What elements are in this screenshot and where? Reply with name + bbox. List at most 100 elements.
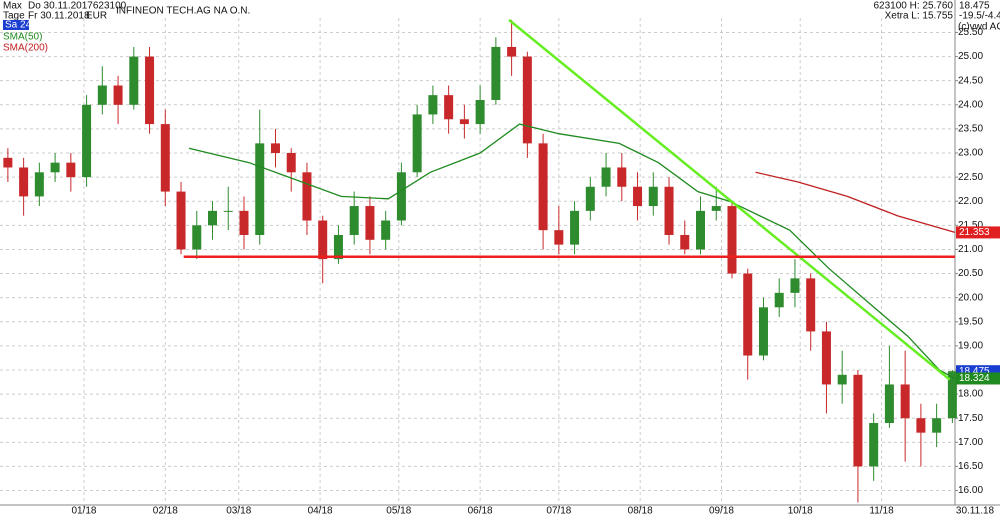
candle-body: [381, 220, 391, 240]
y-tick-label: 18.00: [958, 389, 983, 400]
candle-body: [648, 186, 658, 207]
x-tick-label: 01/18: [71, 506, 96, 517]
y-tick-label: 19.50: [958, 316, 983, 327]
candle-body: [396, 172, 406, 221]
candle-body: [255, 143, 265, 235]
y-tick-label: 20.50: [958, 268, 983, 279]
y-tick-label: 24.00: [958, 99, 983, 110]
candle-body: [806, 278, 816, 332]
candle-body: [900, 384, 910, 419]
candle-body: [475, 99, 485, 125]
trend-line: [508, 18, 951, 381]
sma-line: [755, 171, 956, 234]
candle-body: [696, 210, 706, 250]
x-tick-label: 04/18: [308, 506, 333, 517]
candle-body: [522, 56, 532, 144]
x-tick-label: 07/18: [546, 506, 571, 517]
candle-body: [19, 167, 29, 197]
candle-body: [349, 206, 359, 235]
candle-body: [3, 157, 13, 168]
candle-body: [223, 210, 233, 212]
x-tick-label: 10/18: [788, 506, 813, 517]
y-tick-label: 23.50: [958, 124, 983, 135]
y-tick-label: 20.00: [958, 292, 983, 303]
legend-label: Sa 24: [5, 20, 32, 31]
candle-body: [711, 206, 721, 211]
x-tick-label: 03/18: [226, 506, 251, 517]
candle-body: [837, 374, 847, 385]
x-tick-label: 05/18: [386, 506, 411, 517]
header-name: INFINEON TECH.AG NA O.N.: [116, 6, 250, 17]
candle-body: [790, 278, 800, 293]
candle-body: [932, 418, 942, 433]
candle-body: [680, 234, 690, 250]
x-tick-label: 09/18: [709, 506, 734, 517]
header-change: -19.5/-4.46: [959, 11, 1000, 22]
candle-body: [459, 119, 469, 125]
source: (c)vwd AG: [958, 22, 1000, 33]
candle-body: [869, 423, 879, 467]
candle-body: [570, 210, 580, 245]
candle-body: [129, 56, 139, 105]
price-label-box: [956, 372, 1000, 385]
price-label-box: [956, 226, 1000, 239]
candle-body: [491, 46, 501, 100]
price-label: 21.353: [959, 227, 990, 238]
x-tick-label: 02/18: [153, 506, 178, 517]
candle-body: [743, 273, 753, 356]
sma-line: [188, 123, 956, 380]
x-tick-label: 06/18: [468, 506, 493, 517]
candle-body: [66, 162, 76, 178]
candle-body: [853, 374, 863, 467]
y-tick-label: 17.00: [958, 437, 983, 448]
candle-body: [160, 124, 170, 192]
candle-body: [50, 162, 60, 173]
legend-label: SMA(50): [3, 32, 42, 43]
header-to: Fr 30.11.2018: [28, 11, 90, 22]
candle-body: [34, 172, 44, 197]
candle-body: [821, 331, 831, 385]
candle-body: [444, 95, 454, 120]
candle-body: [538, 143, 548, 231]
candle-body: [633, 186, 643, 207]
candle-body: [270, 143, 280, 154]
candle-body: [554, 230, 564, 245]
x-tick-label: 08/18: [628, 506, 653, 517]
legend-box: [3, 20, 29, 30]
y-tick-label: 16.50: [958, 461, 983, 472]
candle-body: [617, 167, 627, 187]
y-tick-label: 24.50: [958, 75, 983, 86]
candle-body: [412, 114, 422, 173]
candle-body: [208, 210, 218, 226]
candle-body: [176, 191, 186, 250]
y-tick-label: 23.00: [958, 148, 983, 159]
y-tick-label: 22.50: [958, 172, 983, 183]
header-last: 18.475: [959, 1, 990, 12]
y-tick-label: 25.50: [958, 27, 983, 38]
price-label: 18.324: [959, 373, 990, 384]
x-tick-label: 11/18: [869, 506, 894, 517]
header-low: Xetra L: 15.755: [885, 11, 954, 22]
y-tick-label: 21.00: [958, 244, 983, 255]
header-mode: Max: [3, 1, 22, 12]
y-tick-label: 21.50: [958, 220, 983, 231]
header-high: 623100 H: 25.760: [873, 1, 953, 12]
y-tick-label: 25.00: [958, 51, 983, 62]
header-currency: EUR: [86, 11, 107, 22]
y-tick-label: 19.00: [958, 341, 983, 352]
candle-body: [82, 104, 92, 178]
y-tick-label: 17.50: [958, 413, 983, 424]
candle-body: [947, 371, 957, 419]
candle-body: [145, 56, 155, 125]
candle-body: [585, 186, 595, 211]
legend-label: SMA(200): [3, 43, 48, 54]
candle-body: [97, 85, 107, 105]
y-tick-label: 22.00: [958, 196, 983, 207]
candle-body: [758, 307, 768, 356]
candle-body: [884, 384, 894, 424]
y-tick-label: 16.00: [958, 485, 983, 496]
candle-body: [333, 234, 343, 260]
candle-body: [286, 153, 296, 173]
candle-body: [113, 85, 123, 105]
